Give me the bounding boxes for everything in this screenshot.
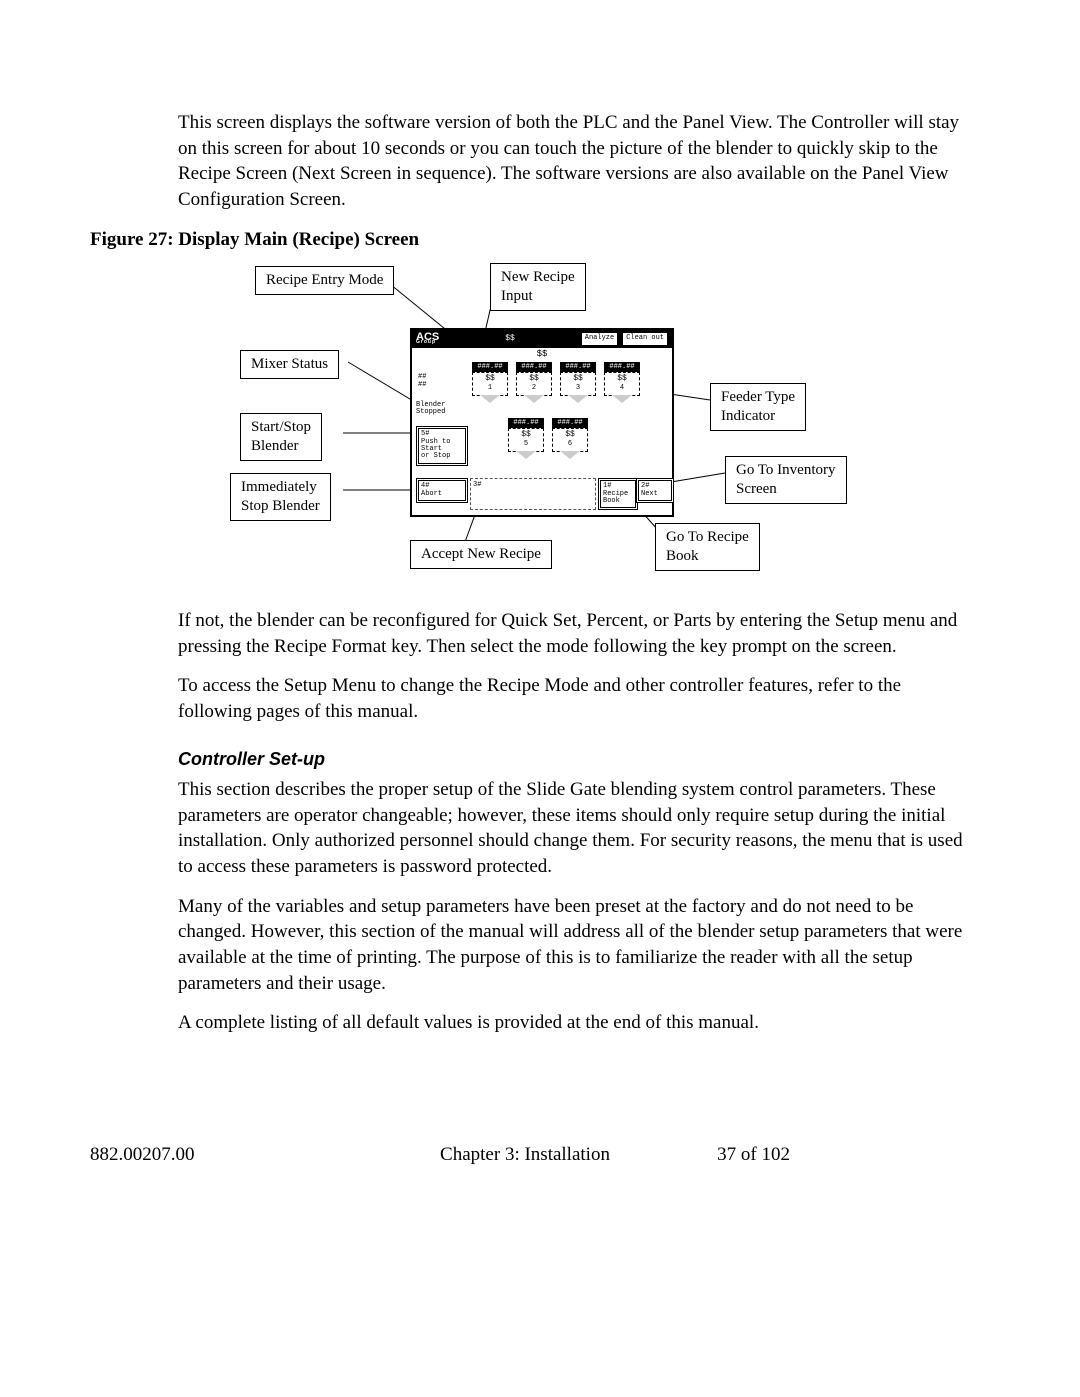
footer-chapter: Chapter 3: Installation: [90, 1142, 960, 1168]
hmi-recipe-book-button[interactable]: 1# Recipe Book: [598, 478, 638, 510]
hmi-blender-state: Blender Stopped: [416, 402, 445, 416]
hmi-abort-button[interactable]: 4# Abort: [416, 478, 468, 503]
callout-accept: Accept New Recipe: [410, 540, 552, 569]
feeder-3-box: $$3: [560, 372, 596, 396]
callout-recipe-entry: Recipe Entry Mode: [255, 266, 394, 295]
hmi-analyze-button[interactable]: Analyze: [581, 332, 618, 345]
feeder-4-box: $$4: [604, 372, 640, 396]
section-title: Controller Set-up: [178, 747, 960, 771]
hmi-start-stop-button[interactable]: 5# Push to Start or Stop: [416, 426, 468, 465]
hmi-left-label-2: ##: [418, 382, 426, 389]
feeder-4-hopper-icon: [612, 395, 632, 403]
feeder-2-box: $$2: [516, 372, 552, 396]
callout-feeder-type: Feeder Type Indicator: [710, 383, 806, 431]
hmi-next-button[interactable]: 2# Next: [636, 478, 674, 503]
page-content: This screen displays the software versio…: [90, 110, 960, 1050]
feeder-3-bar: ###.##: [560, 362, 596, 372]
body-p1: If not, the blender can be reconfigured …: [178, 608, 963, 659]
feeder-1-hopper-icon: [480, 395, 500, 403]
body-p5: A complete listing of all default values…: [178, 1010, 963, 1036]
feeder-6-bar: ###.##: [552, 418, 588, 428]
feeder-1-bar: ###.##: [472, 362, 508, 372]
feeder-1-box: $$1: [472, 372, 508, 396]
feeder-2-num: 2: [517, 384, 551, 393]
feeder-4-num: 4: [605, 384, 639, 393]
feeder-1-num: 1: [473, 384, 507, 393]
feeder-5[interactable]: ###.## $$5: [508, 418, 544, 460]
feeder-3[interactable]: ###.## $$3: [560, 362, 596, 404]
feeder-1[interactable]: ###.## $$1: [472, 362, 508, 404]
hmi-logo: ACS Group: [412, 334, 439, 345]
feeder-5-num: 5: [509, 440, 543, 449]
callout-mixer-status: Mixer Status: [240, 350, 339, 379]
feeder-2-hopper-icon: [524, 395, 544, 403]
figure-caption: Figure 27: Display Main (Recipe) Screen: [90, 227, 960, 253]
callout-immediate-stop: Immediately Stop Blender: [230, 473, 331, 521]
hmi-top-bar: ACS Group $$ Analyze Clean out: [412, 330, 672, 348]
figure-diagram: Recipe Entry Mode New Recipe Input Mixer…: [90, 258, 960, 588]
feeder-6-num: 6: [553, 440, 587, 449]
feeder-4-bar: ###.##: [604, 362, 640, 372]
callout-inventory: Go To Inventory Screen: [725, 456, 847, 504]
body-p3: This section describes the proper setup …: [178, 777, 963, 880]
feeder-3-num: 3: [561, 384, 595, 393]
hmi-middle-row: 3#: [470, 478, 596, 510]
feeder-6[interactable]: ###.## $$6: [552, 418, 588, 460]
feeder-2-bar: ###.##: [516, 362, 552, 372]
hmi-cleanout-button[interactable]: Clean out: [622, 332, 668, 345]
hmi-sub-value: $$: [412, 348, 672, 360]
feeder-6-hopper-icon: [560, 451, 580, 459]
feeder-5-box: $$5: [508, 428, 544, 452]
hmi-top-value: $$: [439, 334, 581, 345]
hmi-screen: ACS Group $$ Analyze Clean out $$ ## ## …: [410, 328, 674, 517]
callout-new-recipe: New Recipe Input: [490, 263, 586, 311]
intro-paragraph: This screen displays the software versio…: [178, 110, 963, 213]
callout-recipe-book: Go To Recipe Book: [655, 523, 760, 571]
hmi-left-label-1: ##: [418, 374, 426, 381]
feeder-4[interactable]: ###.## $$4: [604, 362, 640, 404]
footer-page-number: 37 of 102: [717, 1142, 790, 1168]
body-p2: To access the Setup Menu to change the R…: [178, 673, 963, 724]
callout-start-stop: Start/Stop Blender: [240, 413, 322, 461]
feeder-5-hopper-icon: [516, 451, 536, 459]
body-p4: Many of the variables and setup paramete…: [178, 894, 963, 997]
feeder-3-hopper-icon: [568, 395, 588, 403]
hmi-logo-sub: Group: [416, 341, 439, 345]
feeder-6-box: $$6: [552, 428, 588, 452]
feeder-2[interactable]: ###.## $$2: [516, 362, 552, 404]
feeder-5-bar: ###.##: [508, 418, 544, 428]
